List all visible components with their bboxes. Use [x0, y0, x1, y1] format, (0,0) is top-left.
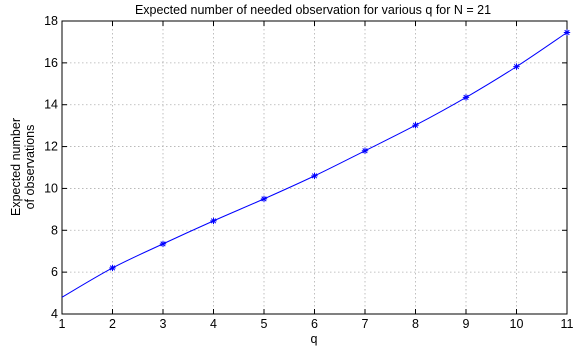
y-tick-label: 8 [51, 223, 58, 237]
y-axis-label-line-2: of observations [23, 125, 37, 210]
y-tick-label: 6 [51, 265, 58, 279]
data-point [412, 122, 419, 129]
data-point [159, 240, 167, 248]
y-axis-label-line-1: Expected number [9, 118, 23, 216]
x-tick-label: 2 [109, 317, 116, 331]
y-tick-label: 12 [44, 140, 58, 154]
x-tick-label: 7 [362, 317, 369, 331]
data-point [513, 63, 520, 70]
y-tick-label: 4 [51, 307, 58, 321]
data-point [462, 94, 470, 101]
x-tick-label: 10 [510, 317, 524, 331]
grid-lines [62, 21, 567, 314]
x-tick-label: 1 [59, 317, 66, 331]
x-tick-label: 6 [311, 317, 318, 331]
data-point [311, 172, 318, 180]
data-point [260, 195, 268, 203]
y-tick-label: 10 [44, 181, 58, 195]
data-point [210, 217, 217, 225]
x-tick-label: 3 [160, 317, 167, 331]
y-tick-label: 14 [44, 98, 58, 112]
x-tick-label: 8 [412, 317, 419, 331]
x-tick-label: 9 [463, 317, 470, 331]
x-tick-label: 11 [561, 317, 573, 331]
series-layer [61, 29, 571, 298]
chart-title: Expected number of needed observation fo… [135, 3, 491, 17]
data-point [563, 29, 571, 36]
x-tick-label: 4 [210, 317, 217, 331]
x-axis-label: q [311, 332, 318, 346]
y-tick-label: 18 [44, 14, 58, 28]
data-point [361, 147, 369, 154]
y-tick-label: 16 [44, 56, 58, 70]
x-tick-label: 5 [261, 317, 268, 331]
y-axis-label: Expected number of observations [9, 118, 37, 216]
data-point [109, 264, 116, 272]
